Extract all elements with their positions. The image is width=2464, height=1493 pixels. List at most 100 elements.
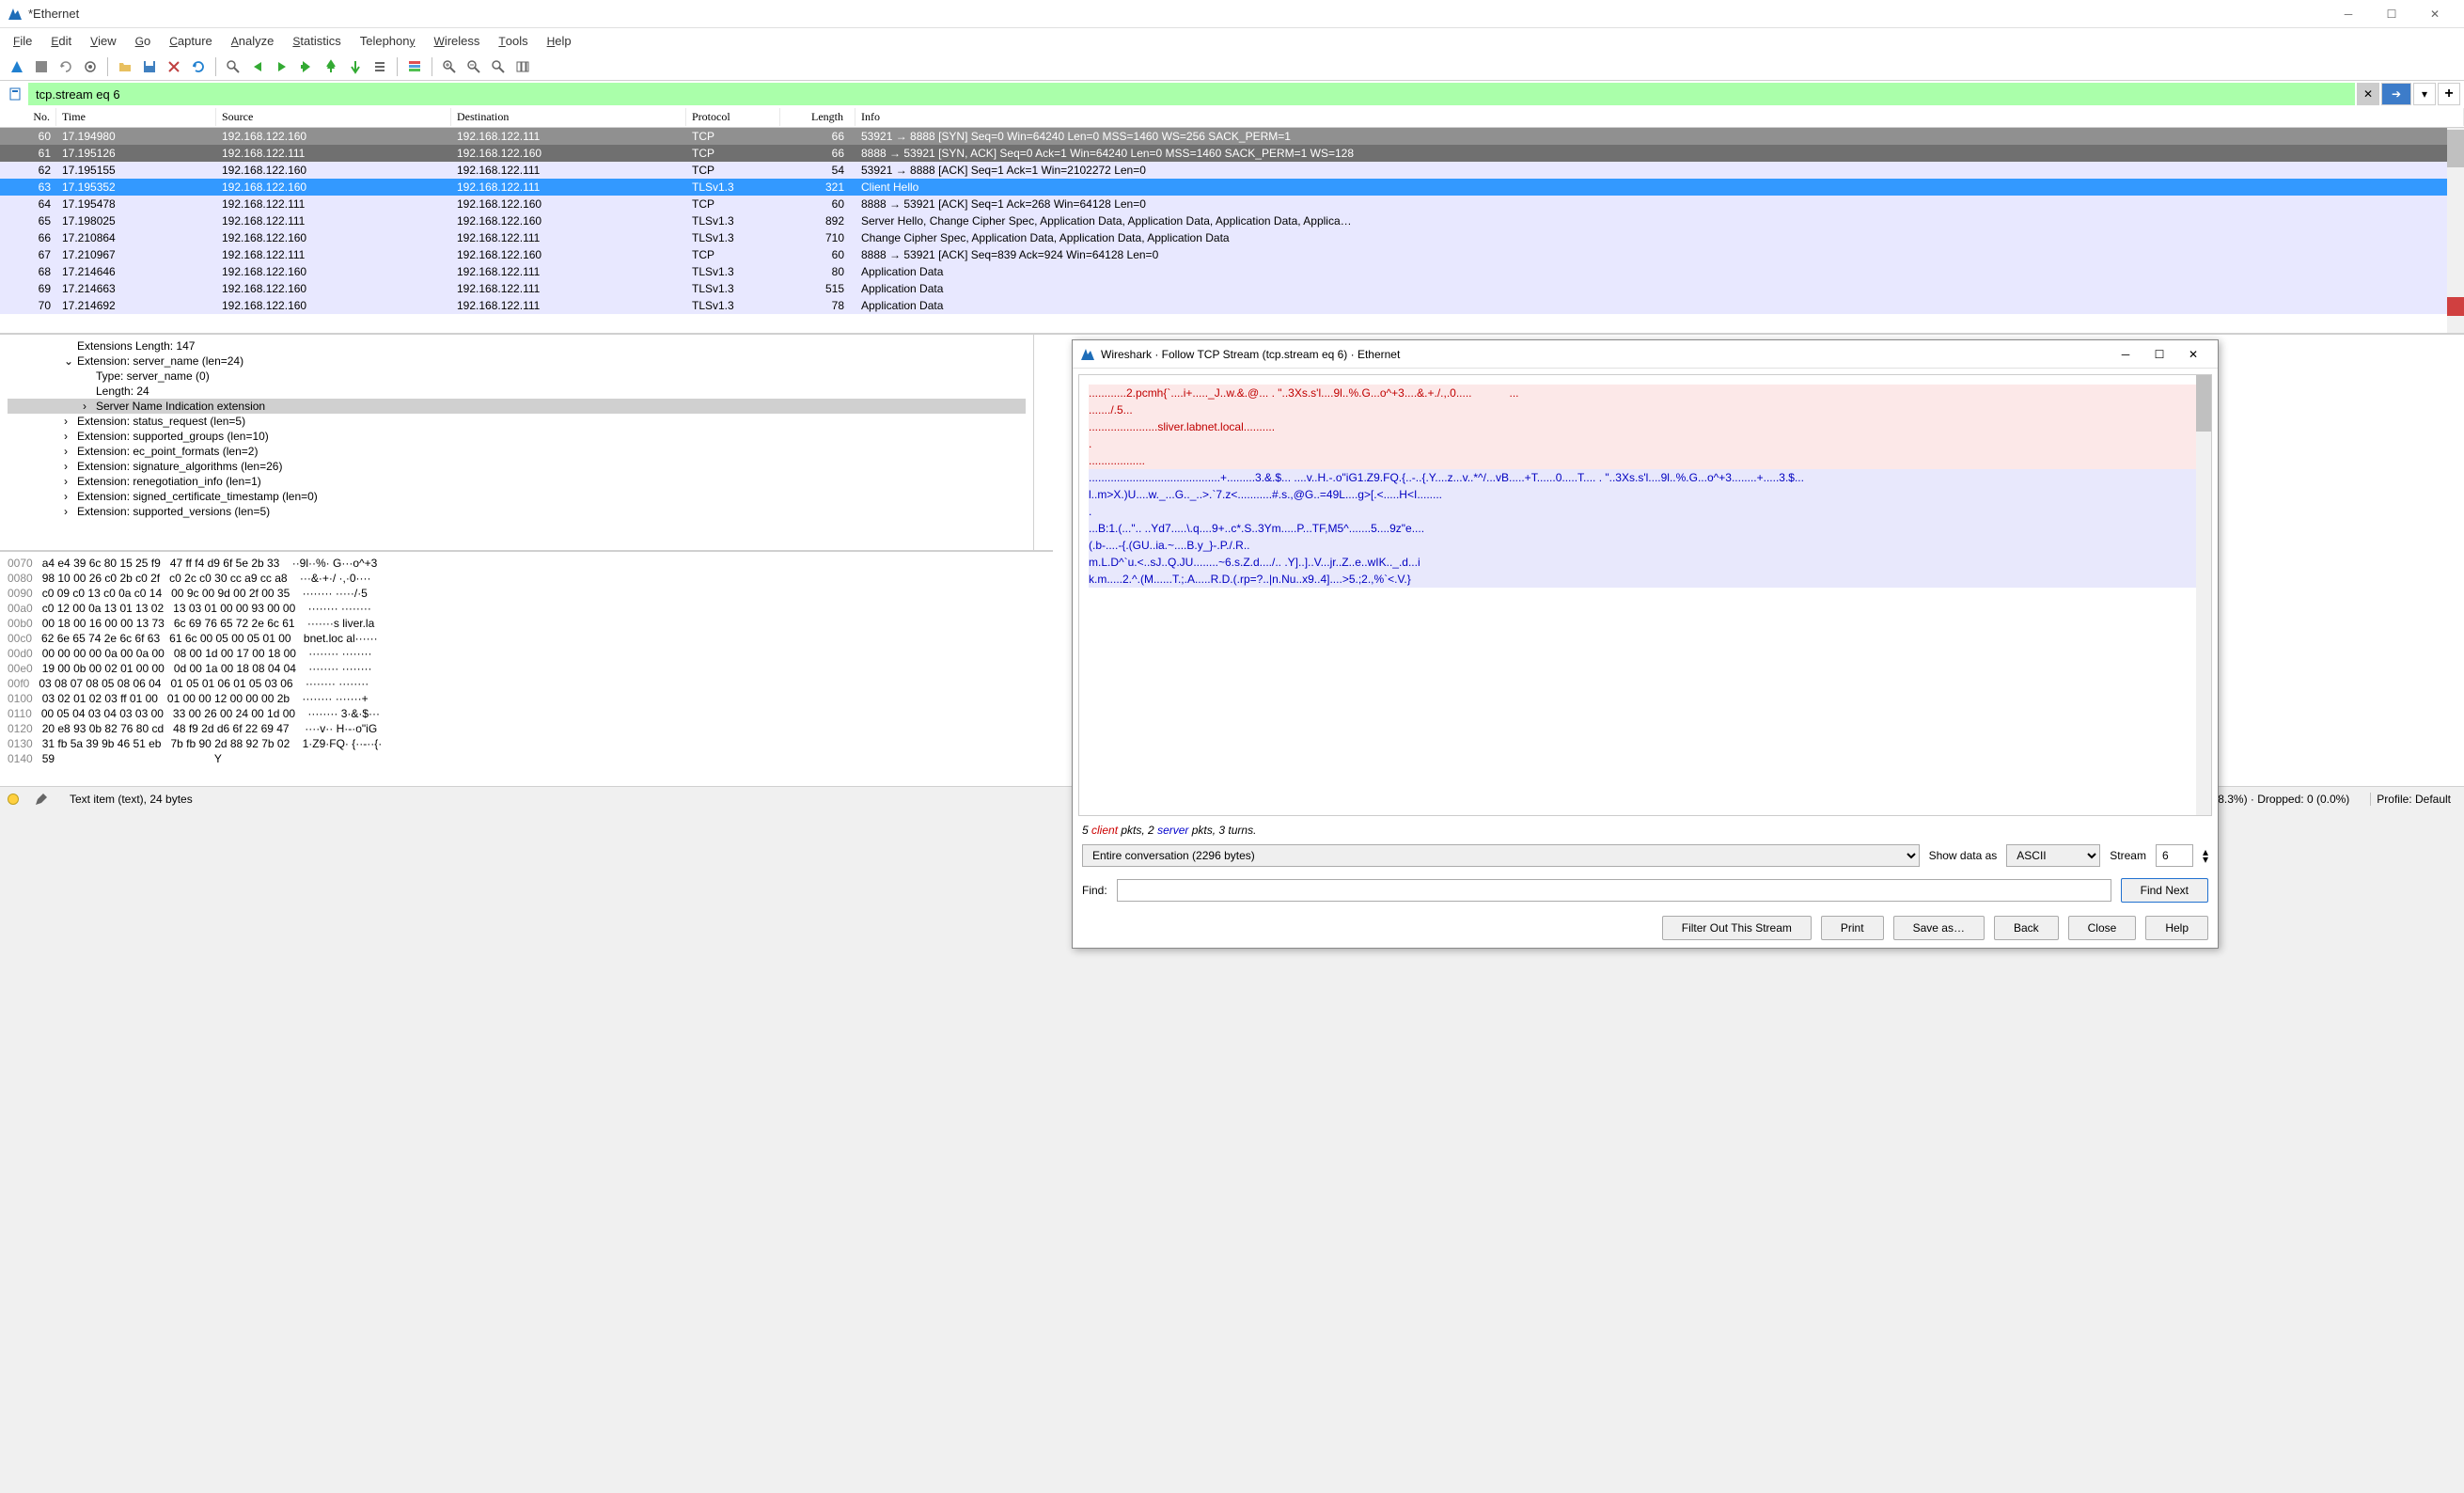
reload-icon[interactable] <box>187 55 210 78</box>
menu-file[interactable]: File <box>4 30 41 52</box>
menu-capture[interactable]: Capture <box>160 30 222 52</box>
start-capture-icon[interactable] <box>6 55 28 78</box>
dialog-maximize-button[interactable]: ☐ <box>2142 341 2176 368</box>
tree-ec-point-formats[interactable]: ›Extension: ec_point_formats (len=2) <box>8 444 1026 459</box>
menu-help[interactable]: Help <box>538 30 581 52</box>
tree-extensions-length[interactable]: Extensions Length: 147 <box>8 338 1026 354</box>
close-button[interactable]: ✕ <box>2413 0 2456 28</box>
find-next-button[interactable]: Find Next <box>2121 878 2208 903</box>
column-header-protocol[interactable]: Protocol <box>686 108 780 126</box>
packet-row[interactable]: 6417.195478192.168.122.111192.168.122.16… <box>0 196 2464 212</box>
packet-row[interactable]: 6617.210864192.168.122.160192.168.122.11… <box>0 229 2464 246</box>
edit-icon[interactable] <box>34 792 49 807</box>
packet-list-body[interactable]: 6017.194980192.168.122.160192.168.122.11… <box>0 128 2464 314</box>
colorize-icon[interactable] <box>403 55 426 78</box>
minimize-button[interactable]: ─ <box>2327 0 2370 28</box>
status-profile[interactable]: Profile: Default <box>2370 793 2456 806</box>
tree-sni-selected[interactable]: ›Server Name Indication extension <box>8 399 1026 414</box>
menu-wireless[interactable]: Wireless <box>425 30 490 52</box>
packet-row[interactable]: 6817.214646192.168.122.160192.168.122.11… <box>0 263 2464 280</box>
hex-row[interactable]: 00f0 03 08 07 08 05 08 06 04 01 05 01 06… <box>8 676 1027 691</box>
packet-details-pane[interactable]: Extensions Length: 147 ⌄Extension: serve… <box>0 335 1034 550</box>
tree-sct[interactable]: ›Extension: signed_certificate_timestamp… <box>8 489 1026 504</box>
save-as-button[interactable]: Save as… <box>1893 916 1985 940</box>
stop-capture-icon[interactable] <box>30 55 53 78</box>
filter-dropdown-icon[interactable]: ▾ <box>2413 83 2436 105</box>
tree-renegotiation-info[interactable]: ›Extension: renegotiation_info (len=1) <box>8 474 1026 489</box>
packet-row[interactable]: 6317.195352192.168.122.160192.168.122.11… <box>0 179 2464 196</box>
packet-row[interactable]: 6017.194980192.168.122.160192.168.122.11… <box>0 128 2464 145</box>
go-first-icon[interactable] <box>320 55 342 78</box>
column-header-no[interactable]: No. <box>0 108 56 126</box>
stream-number-input[interactable] <box>2156 844 2193 867</box>
auto-scroll-icon[interactable] <box>369 55 391 78</box>
clear-filter-icon[interactable]: ✕ <box>2357 83 2379 105</box>
hex-row[interactable]: 0100 03 02 01 02 03 ff 01 00 01 00 00 12… <box>8 691 1027 706</box>
hex-row[interactable]: 00b0 00 18 00 16 00 00 13 73 6c 69 76 65… <box>8 616 1027 631</box>
expert-info-icon[interactable] <box>8 794 19 805</box>
go-last-icon[interactable] <box>344 55 367 78</box>
close-file-icon[interactable] <box>163 55 185 78</box>
dialog-minimize-button[interactable]: ─ <box>2109 341 2142 368</box>
hex-row[interactable]: 0070 a4 e4 39 6c 80 15 25 f9 47 ff f4 d9… <box>8 556 1027 571</box>
hex-row[interactable]: 0090 c0 09 c0 13 c0 0a c0 14 00 9c 00 9d… <box>8 586 1027 601</box>
scrollbar-track[interactable] <box>2447 128 2464 333</box>
packet-row[interactable]: 6917.214663192.168.122.160192.168.122.11… <box>0 280 2464 297</box>
bookmark-filter-icon[interactable] <box>4 83 26 105</box>
tree-status-request[interactable]: ›Extension: status_request (len=5) <box>8 414 1026 429</box>
find-input[interactable] <box>1117 879 2111 902</box>
print-button[interactable]: Print <box>1821 916 1884 940</box>
close-dialog-button[interactable]: Close <box>2068 916 2137 940</box>
column-header-destination[interactable]: Destination <box>451 108 686 126</box>
stream-content[interactable]: ............2.pcmh{`....i+....._J..w.&.@… <box>1078 374 2212 816</box>
tree-supported-versions[interactable]: ›Extension: supported_versions (len=5) <box>8 504 1026 519</box>
packet-row[interactable]: 6117.195126192.168.122.111192.168.122.16… <box>0 145 2464 162</box>
filter-out-button[interactable]: Filter Out This Stream <box>1662 916 1812 940</box>
hex-row[interactable]: 0130 31 fb 5a 39 9b 46 51 eb 7b fb 90 2d… <box>8 736 1027 751</box>
hex-row[interactable]: 00e0 19 00 0b 00 02 01 00 00 0d 00 1a 00… <box>8 661 1027 676</box>
apply-filter-icon[interactable]: ➔ <box>2381 83 2411 105</box>
tree-extension-server-name[interactable]: ⌄Extension: server_name (len=24) <box>8 354 1026 369</box>
capture-options-icon[interactable] <box>79 55 102 78</box>
menu-edit[interactable]: Edit <box>41 30 81 52</box>
column-header-time[interactable]: Time <box>56 108 216 126</box>
hex-row[interactable]: 00a0 c0 12 00 0a 13 01 13 02 13 03 01 00… <box>8 601 1027 616</box>
hex-row[interactable]: 0120 20 e8 93 0b 82 76 80 cd 48 f9 2d d6… <box>8 721 1027 736</box>
zoom-out-icon[interactable] <box>463 55 485 78</box>
tree-supported-groups[interactable]: ›Extension: supported_groups (len=10) <box>8 429 1026 444</box>
hex-row[interactable]: 0140 59 Y <box>8 751 1027 766</box>
column-header-info[interactable]: Info <box>855 108 2464 126</box>
zoom-in-icon[interactable] <box>438 55 461 78</box>
menu-tools[interactable]: Tools <box>489 30 537 52</box>
conversation-select[interactable]: Entire conversation (2296 bytes) <box>1082 844 1920 867</box>
go-back-icon[interactable] <box>246 55 269 78</box>
stream-spinner[interactable]: ▴▾ <box>2203 848 2208 863</box>
packet-row[interactable]: 6517.198025192.168.122.111192.168.122.16… <box>0 212 2464 229</box>
go-forward-icon[interactable] <box>271 55 293 78</box>
hex-row[interactable]: 0080 98 10 00 26 c0 2b c0 2f c0 2c c0 30… <box>8 571 1027 586</box>
tree-length[interactable]: Length: 24 <box>8 384 1026 399</box>
menu-view[interactable]: View <box>81 30 126 52</box>
display-filter-input[interactable] <box>28 83 2355 105</box>
help-button[interactable]: Help <box>2145 916 2208 940</box>
column-header-length[interactable]: Length <box>780 108 855 126</box>
packet-row[interactable]: 6717.210967192.168.122.111192.168.122.16… <box>0 246 2464 263</box>
packet-row[interactable]: 7017.214692192.168.122.160192.168.122.11… <box>0 297 2464 314</box>
format-select[interactable]: ASCII <box>2006 844 2100 867</box>
resize-columns-icon[interactable] <box>511 55 534 78</box>
dialog-scroll-thumb[interactable] <box>2196 375 2211 432</box>
hex-row[interactable]: 00d0 00 00 00 00 0a 00 0a 00 08 00 1d 00… <box>8 646 1027 661</box>
save-file-icon[interactable] <box>138 55 161 78</box>
menu-statistics[interactable]: Statistics <box>283 30 350 52</box>
menu-telephony[interactable]: Telephony <box>351 30 425 52</box>
find-packet-icon[interactable] <box>222 55 244 78</box>
menu-analyze[interactable]: Analyze <box>222 30 284 52</box>
column-header-source[interactable]: Source <box>216 108 451 126</box>
scrollbar-thumb[interactable] <box>2447 130 2464 167</box>
maximize-button[interactable]: ☐ <box>2370 0 2413 28</box>
dialog-scrollbar[interactable] <box>2196 375 2211 815</box>
menu-go[interactable]: Go <box>126 30 161 52</box>
dialog-close-button[interactable]: ✕ <box>2176 341 2210 368</box>
back-button[interactable]: Back <box>1994 916 2059 940</box>
open-file-icon[interactable] <box>114 55 136 78</box>
